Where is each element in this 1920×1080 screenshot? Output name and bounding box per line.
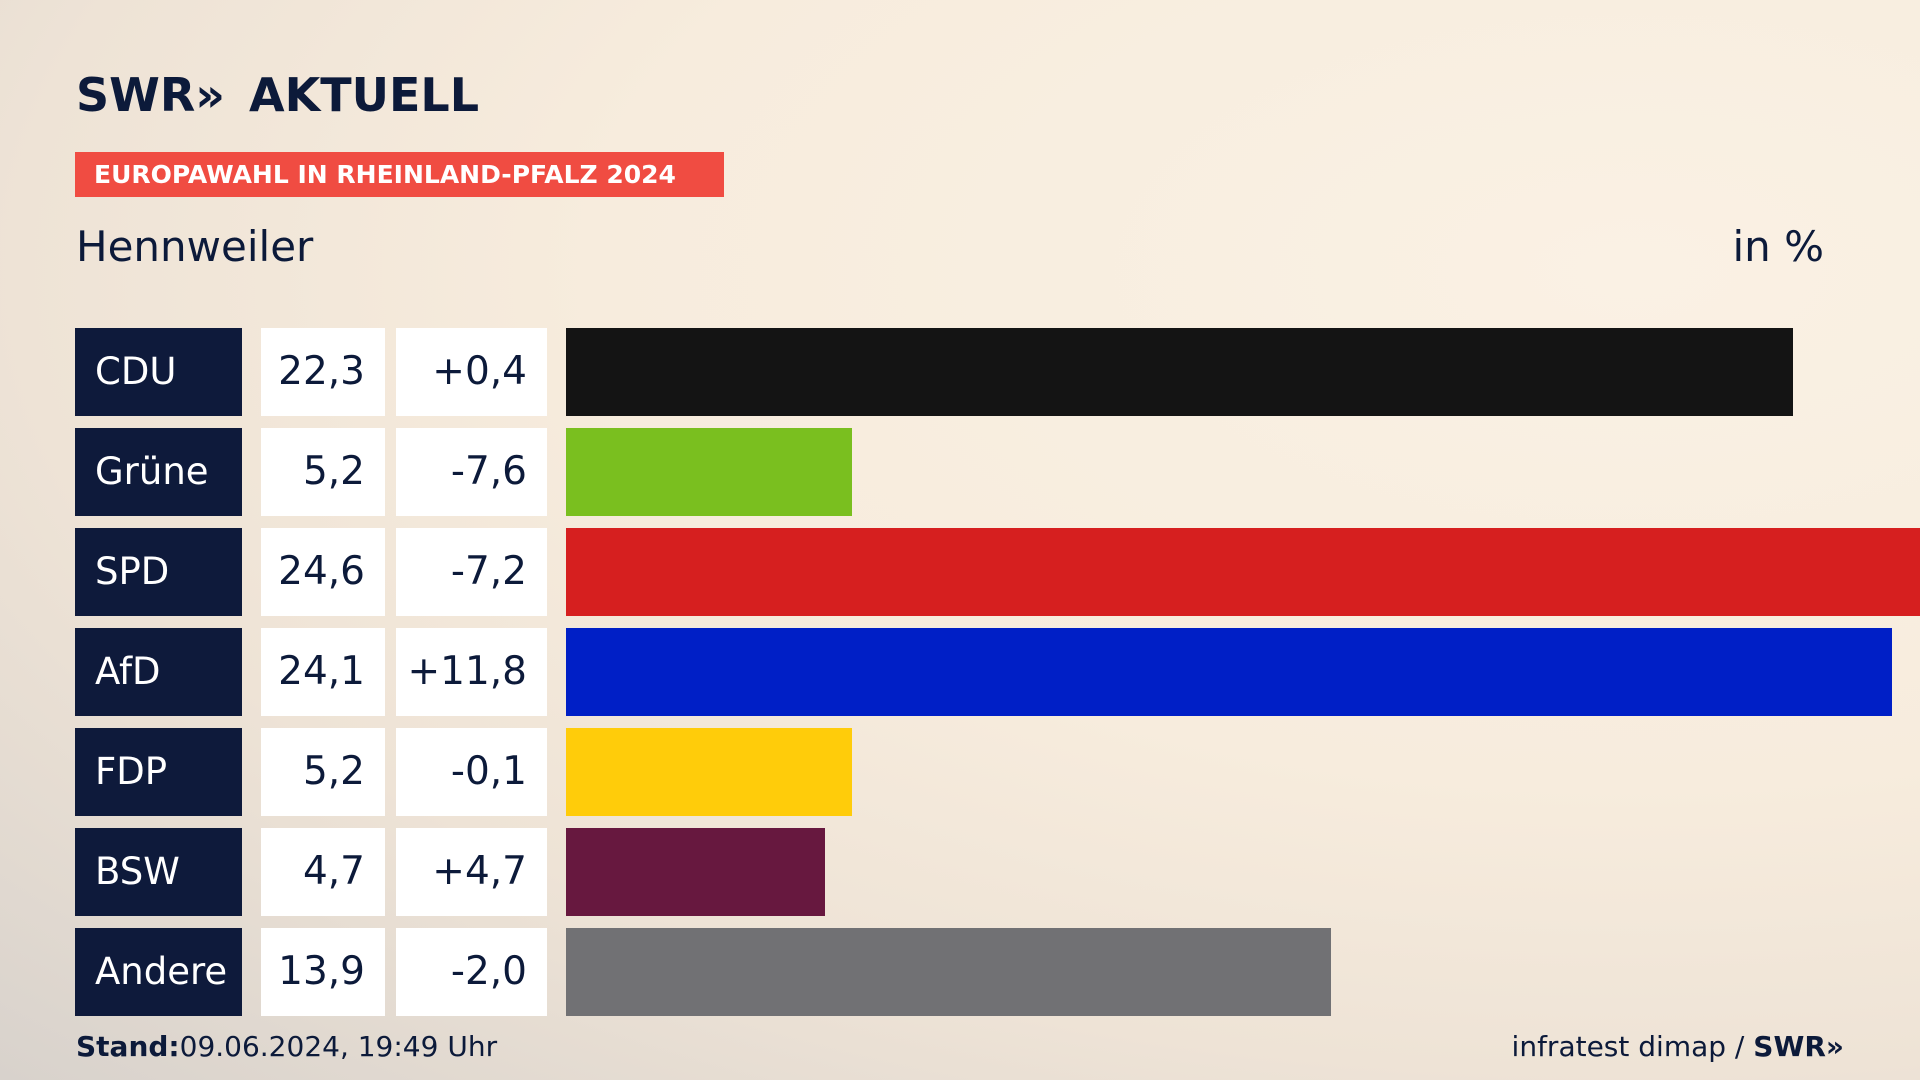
result-bar [566,528,1920,616]
result-bar [566,828,825,916]
change-value: -7,6 [396,428,547,516]
share-value: 5,2 [261,728,385,816]
result-bar [566,728,852,816]
party-label: SPD [75,528,242,616]
change-value: +0,4 [396,328,547,416]
change-value: +4,7 [396,828,547,916]
stand-value: 09.06.2024, 19:49 Uhr [179,1030,498,1063]
result-bar [566,928,1331,1016]
swr-aktuell-logo: SWR» AKTUELL [76,68,479,122]
party-label: Grüne [75,428,242,516]
party-label: AfD [75,628,242,716]
change-value: -7,2 [396,528,547,616]
change-value: +11,8 [396,628,547,716]
timestamp: Stand:09.06.2024, 19:49 Uhr [76,1030,497,1063]
stand-label: Stand: [76,1030,180,1063]
logo-section: AKTUELL [249,68,480,122]
party-label: CDU [75,328,242,416]
change-value: -0,1 [396,728,547,816]
source-brand: SWR [1753,1030,1826,1063]
party-label: Andere [75,928,242,1016]
share-value: 13,9 [261,928,385,1016]
share-value: 4,7 [261,828,385,916]
source-credit: infratest dimap / SWR» [1512,1030,1844,1063]
change-value: -2,0 [396,928,547,1016]
result-bar [566,328,1793,416]
municipality-title: Hennweiler [76,222,314,271]
election-banner: EUROPAWAHL IN RHEINLAND-PFALZ 2024 [75,152,724,197]
party-label: FDP [75,728,242,816]
result-bar [566,628,1892,716]
result-bar [566,428,852,516]
logo-swr: SWR [76,68,196,122]
unit-label: in % [1732,222,1824,271]
share-value: 22,3 [261,328,385,416]
source-name: infratest dimap / [1511,1030,1745,1063]
share-value: 5,2 [261,428,385,516]
party-label: BSW [75,828,242,916]
share-value: 24,6 [261,528,385,616]
source-arrows-icon: » [1825,1030,1844,1063]
logo-arrows-icon: » [195,68,225,122]
share-value: 24,1 [261,628,385,716]
